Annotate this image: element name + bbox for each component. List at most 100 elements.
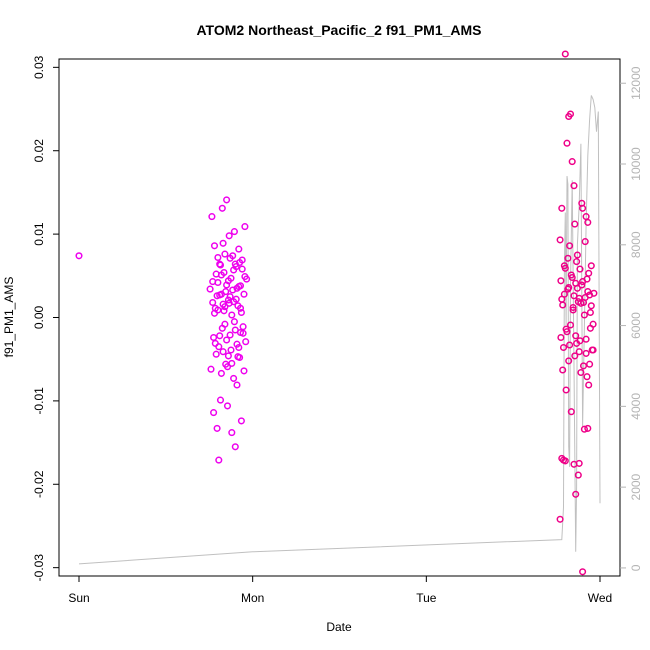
data-point: [585, 269, 593, 277]
ams-point-series: [75, 50, 598, 576]
data-point: [221, 303, 229, 311]
data-point: [219, 239, 227, 247]
data-point: [230, 228, 238, 236]
data-point: [582, 349, 590, 357]
data-point: [563, 139, 571, 147]
x-tick-label: Wed: [588, 591, 612, 605]
data-point: [587, 302, 595, 310]
data-point: [565, 112, 573, 121]
data-point: [231, 443, 239, 451]
data-point: [233, 284, 241, 292]
data-point: [577, 368, 585, 377]
data-point: [223, 402, 232, 410]
data-point: [561, 50, 569, 58]
data-point: [228, 311, 236, 319]
data-point: [566, 321, 575, 329]
y2-tick-label: 0: [629, 564, 643, 571]
data-point: [217, 369, 225, 377]
data-point: [212, 350, 220, 358]
y2-tick-label: 2000: [629, 473, 643, 500]
data-point: [586, 360, 594, 368]
x-tick-label: Sun: [68, 591, 89, 605]
data-point: [589, 320, 597, 328]
data-point: [557, 333, 565, 342]
data-point: [236, 304, 245, 312]
data-point: [241, 223, 249, 231]
data-point: [558, 204, 566, 212]
data-point: [225, 299, 233, 307]
data-point: [211, 304, 219, 312]
data-point: [579, 278, 587, 286]
data-point: [582, 213, 590, 221]
data-point: [228, 359, 236, 367]
data-point: [566, 242, 574, 250]
data-point: [210, 242, 219, 250]
data-point: [571, 352, 579, 360]
data-point: [568, 273, 576, 282]
data-point: [211, 339, 219, 347]
plot-frame: [58, 58, 621, 577]
y2-axis: 0 2000 4000 6000 8000 10000 12000: [620, 66, 643, 571]
data-point: [584, 288, 592, 296]
y-axis: -0.03 -0.02 -0.01 0.00 0.01 0.02 0.03: [32, 55, 59, 581]
data-point: [237, 308, 245, 317]
data-point: [208, 213, 216, 221]
data-point: [569, 303, 577, 312]
data-point: [223, 363, 232, 371]
data-point: [570, 292, 578, 300]
data-point: [576, 337, 584, 345]
data-point: [206, 285, 214, 293]
data-point: [230, 318, 238, 326]
data-point: [237, 417, 245, 425]
data-point: [580, 425, 588, 433]
data-point: [559, 343, 568, 352]
data-point: [573, 251, 581, 259]
y-tick-label: 0.00: [32, 305, 46, 329]
data-point: [572, 490, 580, 498]
data-point: [230, 374, 238, 382]
data-point: [566, 341, 574, 349]
data-point: [589, 346, 597, 354]
y-tick-label: -0.02: [32, 470, 46, 498]
data-point: [557, 277, 565, 285]
x-tick-label: Mon: [241, 591, 264, 605]
data-point: [210, 409, 218, 417]
data-point: [213, 424, 221, 432]
y-tick-label: -0.01: [32, 387, 46, 415]
data-point: [581, 293, 589, 302]
data-point: [218, 204, 226, 212]
data-point: [235, 343, 243, 352]
ams-line-series: [78, 95, 601, 565]
data-point: [565, 283, 573, 292]
data-point: [569, 306, 577, 314]
data-point: [213, 292, 221, 300]
y2-tick-label: 8000: [629, 231, 643, 258]
data-point: [577, 299, 585, 307]
data-point: [216, 261, 225, 269]
data-point: [209, 278, 217, 286]
data-point: [556, 236, 564, 244]
data-point: [568, 158, 576, 166]
data-point: [574, 471, 582, 479]
data-point: [240, 367, 248, 375]
data-point: [218, 324, 226, 332]
data-point: [571, 220, 579, 228]
data-point: [235, 245, 243, 253]
y-axis-title: f91_PM1_AMS: [2, 277, 16, 358]
data-point: [584, 424, 592, 432]
y2-tick-label: 6000: [629, 312, 643, 339]
data-point: [582, 335, 590, 343]
data-point: [572, 332, 580, 340]
data-point: [224, 277, 232, 285]
data-point: [240, 290, 248, 298]
data-point: [226, 331, 234, 339]
data-point: [228, 429, 236, 437]
data-point: [561, 264, 569, 272]
data-point: [565, 357, 573, 365]
data-point: [223, 196, 231, 204]
y2-tick-label: 12000: [629, 66, 643, 100]
data-point: [232, 295, 240, 303]
data-point: [590, 289, 598, 297]
data-point: [561, 457, 569, 465]
x-axis: Sun Mon Tue Wed: [68, 576, 612, 605]
